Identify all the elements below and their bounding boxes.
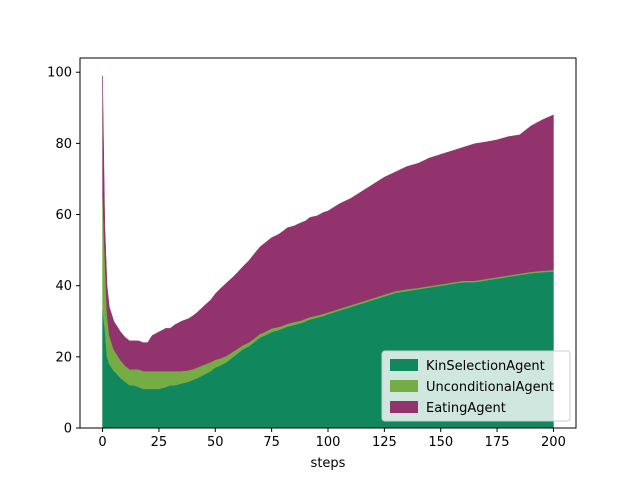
y-axis-ticks: 0 20 40 60 80 100 — [47, 66, 80, 437]
legend-entry: UnconditionalAgent — [426, 380, 554, 395]
x-tick-label: 125 — [372, 435, 397, 450]
legend-entry: KinSelectionAgent — [426, 359, 545, 374]
x-tick-label: 75 — [263, 435, 280, 450]
y-tick-label: 20 — [55, 350, 72, 365]
y-tick-label: 40 — [55, 279, 72, 294]
legend-box — [381, 350, 571, 422]
x-tick-label: 50 — [207, 435, 224, 450]
legend-swatch — [390, 380, 418, 392]
x-tick-label: 150 — [428, 435, 453, 450]
x-tick-label: 25 — [151, 435, 168, 450]
legend: KinSelectionAgent UnconditionalAgent Eatin… — [381, 350, 571, 422]
y-tick-label: 60 — [55, 208, 72, 223]
x-axis-ticks: 0 25 50 75 100 125 150 175 200 — [98, 428, 566, 450]
x-tick-label: 175 — [485, 435, 510, 450]
x-axis-label: steps — [311, 456, 346, 471]
x-tick-label: 0 — [98, 435, 106, 450]
legend-entry: EatingAgent — [426, 401, 506, 416]
y-tick-label: 0 — [64, 422, 72, 437]
y-tick-label: 100 — [47, 66, 72, 81]
legend-swatch — [390, 359, 418, 371]
x-tick-label: 200 — [541, 435, 566, 450]
y-tick-label: 80 — [55, 137, 72, 152]
area-eating-agent — [102, 75, 554, 372]
legend-swatch — [390, 401, 418, 413]
x-tick-label: 100 — [316, 435, 341, 450]
